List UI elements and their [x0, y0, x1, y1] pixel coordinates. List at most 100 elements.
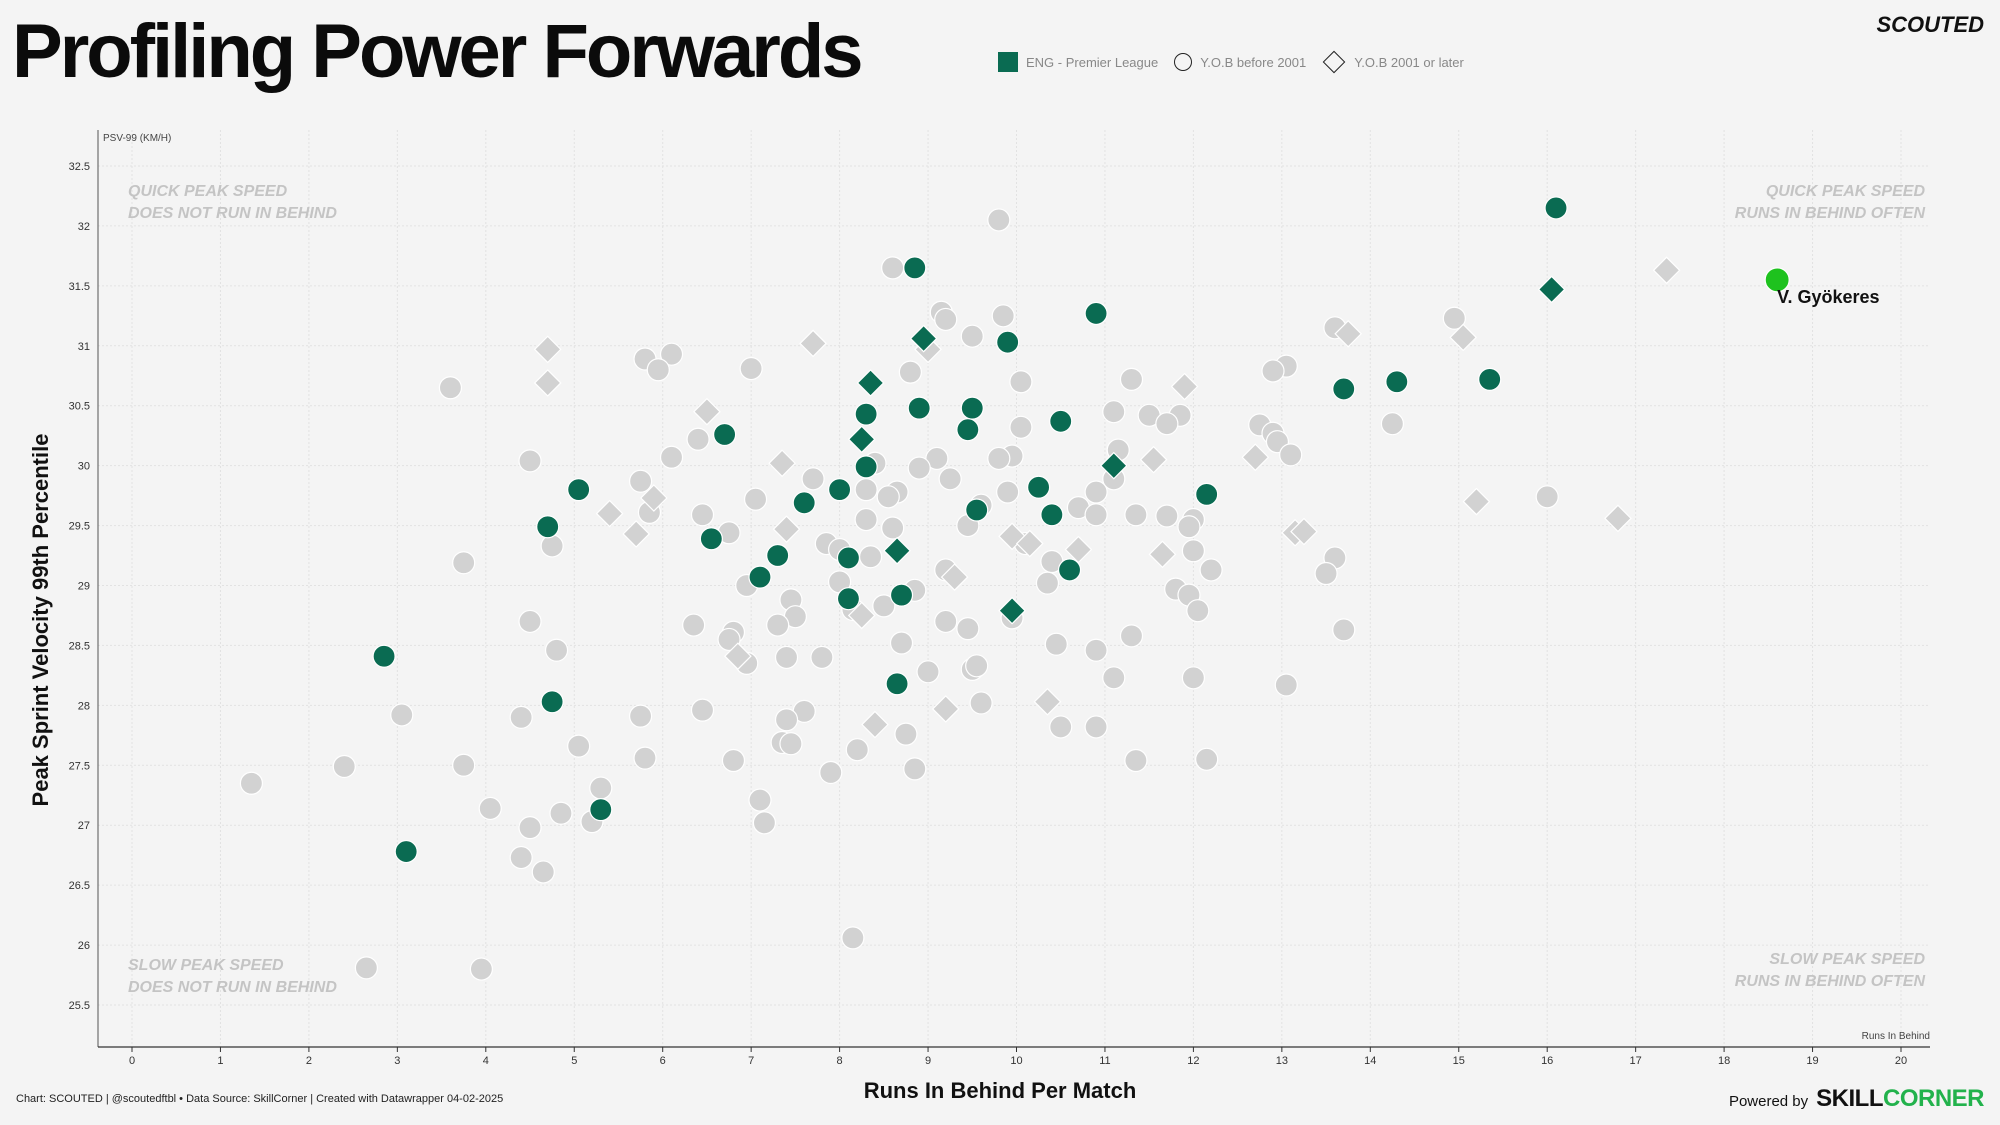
point-pl-circle	[1040, 503, 1064, 527]
point-other-circle	[1442, 306, 1466, 330]
point-other-circle	[934, 307, 958, 332]
point-other-circle	[1199, 558, 1223, 582]
point-other-diamond	[799, 329, 827, 358]
point-other-circle	[518, 609, 542, 634]
point-other-diamond	[1462, 487, 1491, 516]
point-other-circle	[1380, 412, 1405, 436]
point-pl-diamond	[998, 596, 1026, 625]
x-tick-label: 0	[129, 1055, 135, 1067]
point-pl-diamond	[856, 369, 885, 397]
point-other-diamond	[861, 710, 889, 739]
point-other-diamond	[1604, 504, 1632, 533]
point-pl-diamond	[1099, 451, 1128, 480]
point-other-circle	[518, 449, 542, 473]
point-other-diamond	[1241, 443, 1270, 472]
point-other-circle	[1195, 747, 1219, 771]
point-other-circle	[390, 703, 414, 727]
point-other-circle	[1119, 367, 1144, 391]
point-other-circle	[1102, 400, 1126, 424]
y-tick-label: 30	[78, 461, 90, 473]
x-tick-label: 5	[571, 1055, 577, 1067]
point-other-circle	[987, 208, 1011, 232]
point-other-diamond	[533, 369, 562, 397]
point-other-circle	[1124, 503, 1148, 527]
point-other-circle	[894, 722, 918, 746]
x-tick-label: 1	[217, 1055, 223, 1067]
point-other-circle	[1084, 480, 1108, 504]
y-tick-label: 30.5	[69, 401, 90, 413]
x-tick-label: 3	[394, 1055, 400, 1067]
grid	[98, 130, 1930, 1047]
point-other-diamond	[595, 499, 624, 528]
point-other-circle	[540, 534, 564, 558]
point-pl-circle	[827, 478, 852, 502]
point-other-circle	[452, 753, 476, 777]
point-other-circle	[889, 631, 914, 655]
point-other-circle	[721, 748, 746, 773]
x-tick-label: 8	[837, 1055, 843, 1067]
logo-part-skill: SKILL	[1816, 1085, 1883, 1112]
point-other-diamond	[768, 449, 796, 478]
point-pl-circle	[836, 587, 861, 611]
point-pl-diamond	[909, 324, 938, 353]
point-other-circle	[903, 757, 927, 781]
point-pl-circle	[1478, 367, 1502, 391]
axes: 0 1 2 3 4 5 6 7 8 9 10 11 12 13 14 15 16 17 18 19 2025.52626…	[69, 130, 1930, 1067]
point-other-circle	[766, 613, 790, 637]
point-other-circle	[739, 356, 763, 381]
point-other-circle	[854, 478, 878, 502]
highlight-point	[1764, 267, 1790, 293]
point-pl-circle	[540, 690, 564, 714]
point-other-circle	[1035, 571, 1060, 595]
skillcorner-logo: SKILLCORNER	[1816, 1085, 1984, 1113]
point-other-circle	[452, 551, 476, 575]
point-pl-diamond	[1537, 275, 1566, 304]
x-tick-label: 6	[660, 1055, 666, 1067]
x-tick-label: 7	[748, 1055, 754, 1067]
point-other-diamond	[847, 601, 876, 630]
point-other-circle	[819, 760, 843, 785]
logo-part-corner: CORNER	[1882, 1085, 1985, 1112]
legend: ENG - Premier League Y.O.B before 2001 Y…	[998, 50, 1470, 74]
point-other-circle	[567, 734, 591, 758]
y-tick-label: 32	[78, 221, 90, 233]
point-other-circle	[1177, 515, 1201, 539]
point-other-circle	[965, 654, 989, 678]
point-pl-circle	[907, 396, 931, 420]
y-tick-label: 28.5	[69, 640, 90, 652]
point-pl-circle	[836, 546, 861, 570]
legend-label: Y.O.B before 2001	[1200, 54, 1307, 70]
y-tick-label: 31.5	[69, 281, 90, 293]
point-other-circle	[1155, 504, 1179, 528]
x-tick-label: 18	[1718, 1055, 1730, 1067]
quadrant-label-bottom-left: DOES NOT RUN IN BEHIND	[128, 979, 337, 996]
point-other-circle	[589, 776, 613, 800]
point-pl-circle	[1332, 377, 1356, 401]
circle-icon	[1174, 53, 1193, 71]
point-other-circle	[810, 645, 834, 670]
page-title: Profiling Power Forwards	[12, 9, 864, 94]
point-other-circle	[774, 708, 799, 732]
x-tick-label: 4	[483, 1055, 489, 1067]
point-pl-circle	[748, 565, 772, 589]
point-other-circle	[1274, 673, 1298, 697]
point-pl-circle	[1385, 370, 1409, 394]
y-tick-label: 29.5	[69, 521, 90, 533]
point-other-diamond	[940, 563, 969, 591]
y-tick-label: 31	[78, 341, 90, 353]
point-pl-circle	[854, 402, 878, 426]
point-other-circle	[934, 609, 958, 634]
point-other-circle	[987, 446, 1011, 471]
point-other-circle	[925, 446, 949, 471]
x-tick-label: 13	[1276, 1055, 1288, 1067]
x-tick-label: 15	[1453, 1055, 1465, 1067]
point-other-circle	[779, 732, 803, 756]
point-other-circle	[881, 256, 905, 280]
point-other-circle	[438, 376, 463, 400]
point-other-diamond	[931, 695, 960, 723]
point-other-circle	[682, 613, 706, 637]
y-tick-label: 26.5	[69, 880, 90, 892]
quadrant-label-top-left: DOES NOT RUN IN BEHIND	[128, 205, 337, 222]
legend-item-premier-league: ENG - Premier League	[998, 52, 1158, 72]
